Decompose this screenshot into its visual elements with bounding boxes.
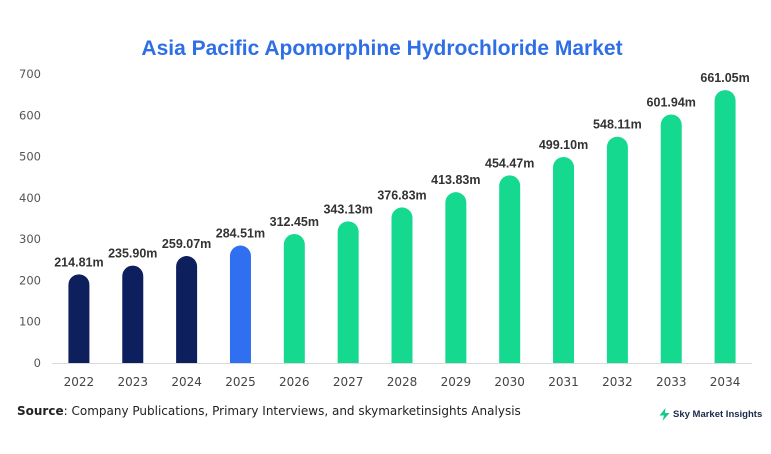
x-tick-label: 2030 — [494, 375, 525, 389]
bar-2028 — [391, 207, 413, 363]
x-tick-label: 2022 — [64, 375, 95, 389]
x-tick-label: 2029 — [441, 375, 472, 389]
chart-title: Asia Pacific Apomorphine Hydrochloride M… — [141, 37, 622, 60]
x-tick-label: 2033 — [656, 375, 687, 389]
data-label-2034: 661.05m — [700, 71, 749, 85]
data-label-2027: 343.13m — [323, 202, 372, 216]
bar-2022 — [68, 274, 90, 363]
bar-2033 — [660, 114, 682, 363]
data-label-2025: 284.51m — [216, 227, 265, 241]
brand-logo: Sky Market Insights — [659, 408, 762, 421]
bar-2029 — [445, 192, 467, 363]
x-tick-label: 2028 — [387, 375, 418, 389]
x-tick-label: 2025 — [225, 375, 256, 389]
source-note: Source: Company Publications, Primary In… — [17, 404, 521, 418]
x-tick-label: 2026 — [279, 375, 310, 389]
y-tick-label: 700 — [19, 67, 41, 81]
bars-group — [68, 90, 736, 364]
bar-2034 — [714, 90, 736, 364]
data-label-2026: 312.45m — [270, 215, 319, 229]
data-label-2031: 499.10m — [539, 138, 588, 152]
x-axis: 2022 2023 2024 2025 2026 2027 2028 2029 2030 2031… — [52, 363, 752, 389]
data-label-2024: 259.07m — [162, 237, 211, 251]
x-tick-label: 2023 — [117, 375, 148, 389]
logo-text: Sky Market Insights — [673, 409, 763, 420]
y-tick-label: 100 — [19, 315, 41, 329]
y-tick-label: 400 — [19, 191, 41, 205]
x-tick-label: 2034 — [710, 375, 741, 389]
bar-2027 — [337, 221, 359, 363]
data-label-2023: 235.90m — [108, 247, 157, 261]
data-labels-group: 214.81m 235.90m 259.07m 284.51m 312.45m 343.1… — [54, 71, 750, 269]
bar-2025 — [229, 245, 251, 363]
data-label-2029: 413.83m — [431, 173, 480, 187]
x-tick-label: 2031 — [548, 375, 579, 389]
bar-2023 — [122, 265, 144, 363]
data-label-2022: 214.81m — [54, 255, 103, 269]
y-tick-label: 0 — [34, 356, 41, 370]
data-label-2028: 376.83m — [377, 188, 426, 202]
y-tick-label: 500 — [19, 150, 41, 164]
bar-2032 — [606, 136, 628, 363]
source-text: : Company Publications, Primary Intervie… — [63, 404, 521, 418]
x-tick-label: 2024 — [171, 375, 202, 389]
y-tick-label: 300 — [19, 232, 41, 246]
x-tick-label: 2027 — [333, 375, 364, 389]
bar-2026 — [283, 234, 305, 363]
bar-2030 — [499, 175, 521, 363]
y-axis: 0 100 200 300 400 500 600 700 — [19, 67, 41, 370]
data-label-2032: 548.11m — [593, 118, 642, 132]
bar-2024 — [176, 256, 198, 363]
data-label-2030: 454.47m — [485, 156, 534, 170]
lightning-icon — [659, 408, 670, 421]
x-tick-label: 2032 — [602, 375, 633, 389]
y-tick-label: 600 — [19, 108, 41, 122]
bar-2031 — [553, 156, 575, 363]
data-label-2033: 601.94m — [647, 95, 696, 109]
y-tick-label: 200 — [19, 273, 41, 287]
source-label: Source — [17, 404, 64, 418]
